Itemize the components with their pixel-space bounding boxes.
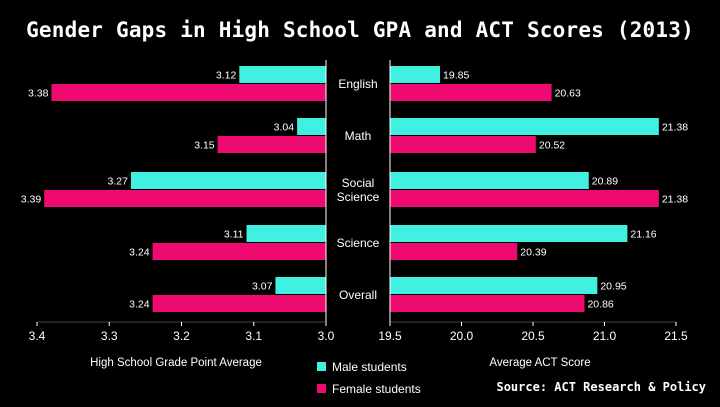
act-value-label-male-2: 20.89 xyxy=(592,176,618,188)
gpa-value-label-male-3: 3.11 xyxy=(224,229,244,241)
gpa-bar-female-3 xyxy=(152,243,326,260)
category-label-4: Overall xyxy=(339,288,377,302)
gpa-value-label-female-4: 3.24 xyxy=(129,299,150,311)
gpa-bar-female-2 xyxy=(44,190,326,207)
gpa-value-label-female-0: 3.38 xyxy=(28,88,49,100)
category-label-3: Science xyxy=(337,236,380,250)
gpa-bar-male-4 xyxy=(275,277,326,294)
act-tick-label-3: 21.0 xyxy=(593,329,617,343)
act-value-label-female-2: 21.38 xyxy=(662,194,688,206)
act-bar-female-0 xyxy=(390,84,552,101)
gpa-value-label-male-1: 3.04 xyxy=(274,122,295,134)
act-bar-female-3 xyxy=(390,243,518,260)
gpa-value-label-female-2: 3.39 xyxy=(21,194,42,206)
act-value-label-male-3: 21.16 xyxy=(630,229,656,241)
gpa-bar-female-0 xyxy=(51,84,326,101)
act-tick-label-1: 20.0 xyxy=(450,329,474,343)
act-value-label-male-0: 19.85 xyxy=(443,70,469,82)
gpa-bar-male-2 xyxy=(130,172,326,189)
gpa-value-label-male-4: 3.07 xyxy=(252,281,273,293)
legend-label-male: Male students xyxy=(332,360,407,374)
act-bar-female-1 xyxy=(390,136,536,153)
act-bar-male-0 xyxy=(390,66,441,83)
act-axis-title: Average ACT Score xyxy=(489,357,590,369)
act-value-label-female-0: 20.63 xyxy=(555,88,581,100)
act-bar-male-3 xyxy=(390,225,628,242)
gpa-value-label-female-3: 3.24 xyxy=(129,247,150,259)
gpa-tick-label-4: 3.0 xyxy=(318,329,335,343)
act-value-label-female-4: 20.86 xyxy=(587,299,613,311)
act-bar-female-4 xyxy=(390,295,585,312)
legend-swatch-male xyxy=(317,362,326,371)
gpa-value-label-male-2: 3.27 xyxy=(107,176,128,188)
category-label-0: English xyxy=(338,77,377,91)
gpa-tick-label-3: 3.1 xyxy=(245,329,262,343)
act-value-label-female-3: 20.39 xyxy=(520,247,546,259)
act-value-label-male-1: 21.38 xyxy=(662,122,688,134)
category-label-2-line-0: Social xyxy=(342,176,375,190)
gpa-bar-female-4 xyxy=(152,295,326,312)
gpa-bar-male-0 xyxy=(239,66,326,83)
gpa-tick-label-2: 3.2 xyxy=(173,329,190,343)
source-note: Source: ACT Research & Policy xyxy=(496,380,706,394)
gpa-bar-female-1 xyxy=(217,136,326,153)
legend-label-female: Female students xyxy=(332,382,421,396)
gpa-tick-label-1: 3.3 xyxy=(101,329,118,343)
act-tick-label-4: 21.5 xyxy=(664,329,688,343)
gpa-bar-male-3 xyxy=(246,225,326,242)
gpa-tick-label-0: 3.4 xyxy=(29,329,46,343)
act-value-label-male-4: 20.95 xyxy=(600,281,626,293)
act-bar-male-2 xyxy=(390,172,589,189)
category-label-2-line-1: Science xyxy=(337,190,380,204)
gpa-bar-male-1 xyxy=(297,118,326,135)
act-bar-male-4 xyxy=(390,277,598,294)
act-bar-male-1 xyxy=(390,118,659,135)
chart-title: Gender Gaps in High School GPA and ACT S… xyxy=(26,18,694,42)
act-tick-label-2: 20.5 xyxy=(521,329,545,343)
category-label-1: Math xyxy=(345,129,372,143)
gpa-axis-title: High School Grade Point Average xyxy=(90,357,262,369)
act-value-label-female-1: 20.52 xyxy=(539,140,565,152)
legend-swatch-female xyxy=(317,384,326,393)
gpa-value-label-male-0: 3.12 xyxy=(216,70,237,82)
act-bar-female-2 xyxy=(390,190,659,207)
act-tick-label-0: 19.5 xyxy=(378,329,402,343)
gpa-value-label-female-1: 3.15 xyxy=(194,140,215,152)
